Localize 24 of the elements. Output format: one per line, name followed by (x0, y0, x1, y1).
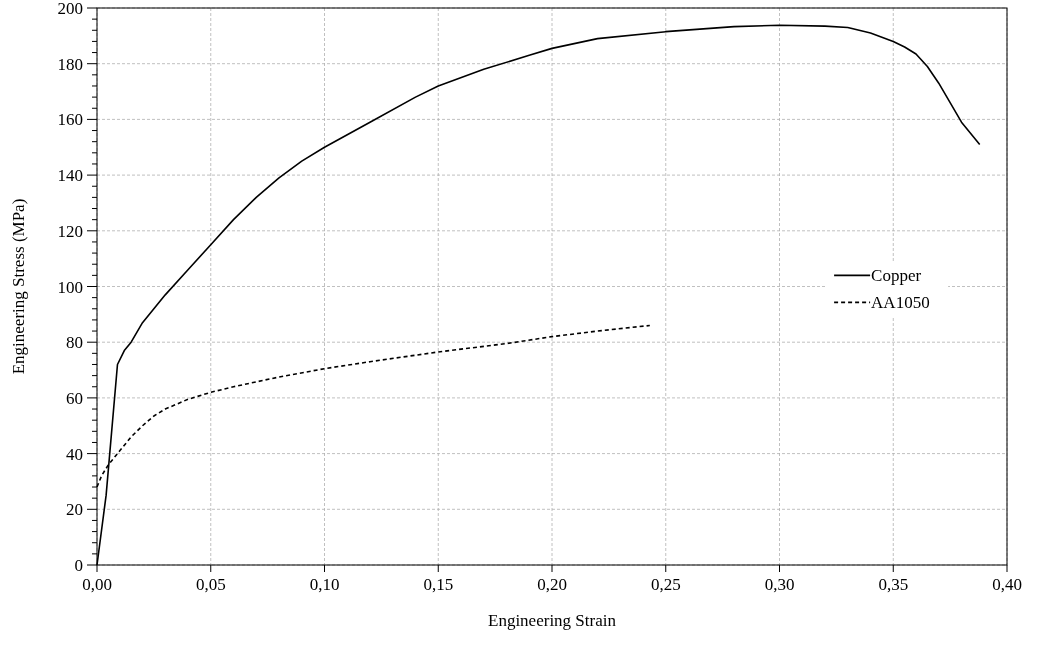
legend-label: Copper (871, 266, 922, 286)
x-tick-label: 0,20 (537, 575, 567, 594)
x-tick-label: 0,40 (992, 575, 1022, 594)
y-tick-label: 200 (57, 0, 83, 18)
x-tick-label: 0,10 (309, 575, 340, 594)
x-axis-title: Engineering Strain (488, 611, 617, 630)
x-tick-label: 0,25 (650, 575, 681, 594)
y-axis-title: Engineering Stress (MPa) (9, 198, 28, 375)
y-tick-label: 160 (57, 110, 83, 130)
y-tick-label: 100 (57, 277, 83, 297)
x-tick-label: 0,00 (82, 575, 112, 594)
y-tick-label: 140 (57, 166, 83, 186)
y-tick-label: 0 (74, 556, 83, 575)
x-tick-label: 0,30 (764, 575, 795, 594)
x-tick-label: 0,35 (878, 575, 909, 594)
legend-label: AA1050 (871, 293, 930, 313)
y-tick-label: 20 (66, 500, 83, 520)
y-tick-label: 80 (66, 333, 83, 353)
x-tick-label: 0,15 (423, 575, 454, 594)
y-tick-label: 60 (66, 388, 83, 408)
y-tick-label: 120 (57, 221, 83, 241)
y-tick-label: 180 (57, 54, 83, 74)
y-tick-label: 40 (66, 444, 83, 464)
x-tick-label: 0,05 (195, 575, 226, 594)
